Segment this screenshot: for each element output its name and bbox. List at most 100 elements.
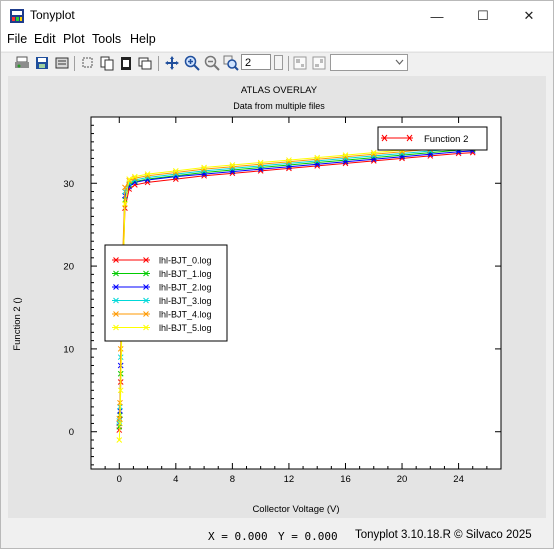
chart-subtitle: Data from multiple files <box>233 101 325 111</box>
legend-label-0: lhl-BJT_0.log <box>159 256 212 266</box>
legend-label-3: lhl-BJT_3.log <box>159 296 212 306</box>
y-axis-label: Function 2 () <box>12 297 23 350</box>
menu-edit[interactable]: Edit <box>34 32 56 46</box>
series-point-5 <box>117 420 123 427</box>
x-tick-label: 8 <box>230 474 235 485</box>
series-point-2 <box>172 173 179 180</box>
legend-files: lhl-BJT_0.log lhl-BJT_1.log lhl-BJT_2.logl… <box>104 244 228 342</box>
copy-icon[interactable] <box>99 55 115 71</box>
x-tick-label: 0 <box>117 474 122 485</box>
legend-label-2: lhl-BJT_2.log <box>159 283 212 293</box>
print-preview-icon[interactable] <box>54 55 70 71</box>
y-tick-label: 0 <box>69 427 74 438</box>
legend-label-1: lhl-BJT_1.log <box>159 269 212 279</box>
tonyplot-app-icon <box>10 9 24 23</box>
legend-marker-2 <box>143 284 149 290</box>
close-button[interactable]: ✕ <box>506 1 552 31</box>
x-tick-label: 16 <box>340 474 351 485</box>
series-point-5 <box>122 201 128 207</box>
pan-icon[interactable] <box>164 55 180 71</box>
series-point-5 <box>172 167 179 174</box>
x-tick-label: 24 <box>453 474 464 485</box>
window-icon[interactable] <box>137 55 153 71</box>
title-bar: Tonyplot — ☐ ✕ <box>1 1 553 31</box>
legend-marker-4 <box>143 311 149 317</box>
legend-label-5: lhl-BJT_5.log <box>159 323 212 333</box>
series-point-4 <box>122 184 128 191</box>
zoom-box-icon[interactable] <box>223 55 239 71</box>
y-tick-label: 30 <box>63 179 74 190</box>
toolbar-separator <box>74 56 75 71</box>
legend-function-marker <box>381 134 413 142</box>
maximize-icon: ☐ <box>477 8 489 23</box>
menu-help[interactable]: Help <box>130 32 156 46</box>
view-select-dropdown[interactable] <box>330 54 408 71</box>
layout-icon[interactable] <box>292 55 308 71</box>
series-point-5 <box>117 387 124 394</box>
plot-panel: ATLAS OVERLAY Data from multiple files 0… <box>8 76 546 518</box>
x-tick-label: 12 <box>284 474 295 485</box>
menu-bar: File Edit Plot Tools Help <box>1 31 553 51</box>
legend-marker-5 <box>113 324 119 331</box>
toolbar: 2 <box>1 52 553 74</box>
y-tick-label: 20 <box>63 262 74 273</box>
chevron-down-icon <box>395 59 404 65</box>
zoom-out-icon[interactable] <box>204 55 220 71</box>
series-point-5 <box>144 171 151 178</box>
series-point-5 <box>201 164 207 171</box>
legend-marker-0 <box>113 257 119 263</box>
legend-files-box <box>104 244 228 342</box>
series-point-5 <box>370 149 377 156</box>
legend-marker-4 <box>113 311 119 317</box>
minimize-button[interactable]: — <box>414 1 460 31</box>
zoom-in-icon[interactable] <box>184 55 200 71</box>
y-tick-label: 10 <box>63 344 74 355</box>
x-tick-label: 4 <box>173 474 178 485</box>
status-bar: X = 0.000 Y = 0.000 Tonyplot 3.10.18.R ©… <box>1 521 553 548</box>
zoom-factor-input[interactable]: 2 <box>241 54 271 70</box>
save-icon[interactable] <box>34 55 50 71</box>
close-icon: ✕ <box>523 8 535 23</box>
cursor-y-readout: Y = 0.000 <box>278 530 338 543</box>
x-axis-label: Collector Voltage (V) <box>252 504 339 515</box>
menu-tools[interactable]: Tools <box>92 32 122 46</box>
series-point-5 <box>131 173 138 180</box>
series-point-4 <box>116 415 123 422</box>
layout-alt-icon[interactable] <box>311 55 327 71</box>
version-credit: Tonyplot 3.10.18.R © Silvaco 2025 <box>355 529 532 541</box>
legend-marker-5 <box>143 324 149 331</box>
series-point-5 <box>286 157 292 163</box>
toolbar-separator <box>158 56 159 71</box>
legend-marker-1 <box>143 270 149 277</box>
print-icon[interactable] <box>14 55 30 71</box>
overlay-chart[interactable]: ATLAS OVERLAY Data from multiple files 0… <box>8 76 546 518</box>
series-point-5 <box>342 152 349 158</box>
series-point-5 <box>314 154 321 161</box>
menu-file[interactable]: File <box>7 32 28 46</box>
menu-plot[interactable]: Plot <box>63 32 85 46</box>
legend-function: Function 2 <box>377 126 488 151</box>
series-point-5 <box>116 437 123 443</box>
select-icon[interactable] <box>80 55 96 71</box>
maximize-button[interactable]: ☐ <box>460 1 506 31</box>
window-title: Tonyplot <box>30 8 75 22</box>
cursor-x-readout: X = 0.000 <box>208 530 268 543</box>
series-point-5 <box>229 162 236 168</box>
minimize-icon: — <box>430 8 444 24</box>
legend-function-label: Function 2 <box>424 134 468 145</box>
legend-marker-0 <box>143 257 149 263</box>
clipboard-icon[interactable] <box>118 55 134 71</box>
series-point-5 <box>126 176 133 182</box>
series-point-4 <box>117 346 124 352</box>
toolbar-separator <box>288 56 289 71</box>
legend-marker-1 <box>113 270 119 277</box>
legend-marker-3 <box>113 297 119 304</box>
legend-label-4: lhl-BJT_4.log <box>159 310 212 320</box>
zoom-factor-spinner[interactable] <box>274 55 283 70</box>
axes: 0 4 8 12 16 20 24 0 10 20 30 <box>63 117 501 485</box>
series-point-5 <box>257 159 264 166</box>
chart-title: ATLAS OVERLAY <box>241 85 318 96</box>
series-point-3 <box>126 180 133 187</box>
x-tick-label: 20 <box>397 474 408 485</box>
